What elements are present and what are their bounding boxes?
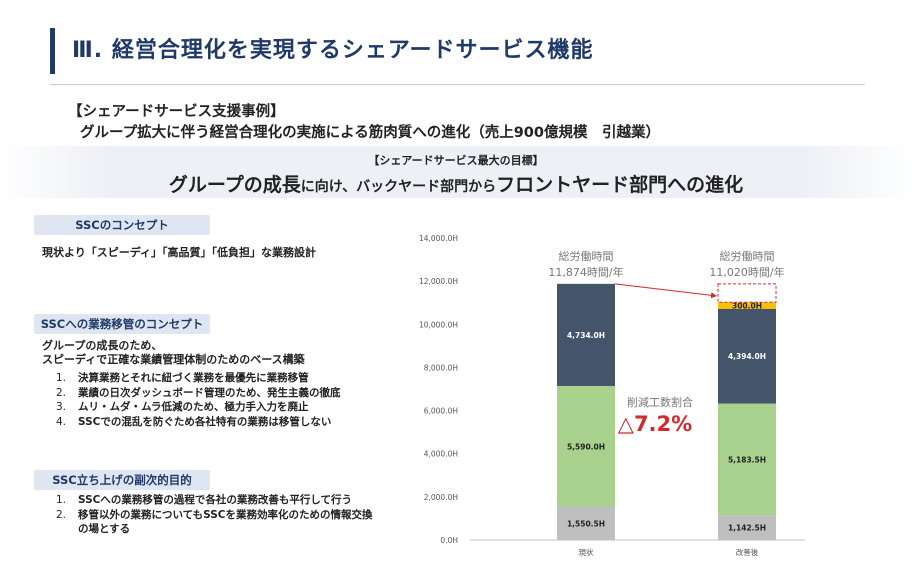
data-label: 5,183.5H (728, 455, 766, 464)
data-label: 300.0H (732, 302, 762, 311)
total-label: 総労働時間 (559, 249, 614, 263)
migration-list: 1. 決算業務とそれに紐づく業務を最優先に業務移管 2. 業績の日次ダッシュボード管… (56, 371, 341, 429)
concept-heading: SSCのコンセプト (34, 215, 210, 235)
goal-statement: グループの成長に向け、バックヤード部門からフロントヤード部門への進化 (0, 170, 912, 197)
data-label: 4,734.0H (567, 331, 605, 340)
goal-part1: グループの成長 (168, 174, 301, 196)
annotation-value: △7.2% (618, 412, 692, 436)
bar-segment (718, 308, 776, 404)
secondary-heading: SSC立ち上げの副次的目的 (34, 470, 210, 490)
x-tick-label: 現状 (579, 547, 594, 557)
total-label: 総労働時間 (720, 249, 775, 263)
goal-label: 【シェアードサービス最大の目標】 (368, 154, 544, 167)
y-tick-label: 0.0H (440, 536, 458, 545)
goal-part3: フロントヤード部門への進化 (496, 174, 744, 196)
concept-text: 現状より「スピーディ」「高品質」「低負担」な業務設計 (42, 246, 317, 259)
migration-line1: グループの成長のため、 (42, 339, 163, 352)
bar-segment (718, 403, 776, 516)
y-tick-label: 12,000.0H (419, 277, 458, 286)
annotation-label: 削減工数割合 (627, 395, 693, 409)
list-item: 4. SSCでの混乱を防ぐため各社特有の業務は移管しない (56, 415, 332, 428)
list-item: の場とする (78, 523, 131, 535)
x-tick-label: 改善後 (736, 547, 759, 557)
list-item: 3. ムリ・ムダ・ムラ低減のため、極力手入力を廃止 (56, 401, 309, 413)
data-label: 4,394.0H (728, 352, 766, 361)
bar-segment (718, 515, 776, 540)
migration-heading: SSCへの業務移管のコンセプト (34, 314, 210, 334)
goal-part2: に向け、バックヤード部門から (300, 179, 497, 195)
migration-line2: スピーディで正確な業績管理体制のためのベース構築 (42, 353, 305, 366)
y-tick-label: 14,000.0H (419, 234, 458, 243)
y-tick-label: 10,000.0H (419, 320, 458, 329)
list-item: 1. 決算業務とそれに紐づく業務を最優先に業務移管 (56, 372, 309, 384)
reduction-box (717, 283, 777, 303)
case-heading: 【シェアードサービス支援事例】 (68, 104, 285, 120)
title-divider (50, 84, 865, 85)
y-tick-label: 8,000.0H (424, 363, 458, 372)
y-tick-label: 6,000.0H (424, 407, 458, 416)
total-value: 11,020時間/年 (709, 265, 784, 279)
secondary-list: 1. SSCへの業務移管の過程で各社の業務改善も平行して行う 2. 移管以外の業務に… (56, 493, 373, 537)
data-label: 5,590.0H (567, 442, 605, 451)
bar-segment (557, 283, 615, 386)
labor-hours-chart: 0.0H 2,000.0H 4,000.0H 6,000.0H 8,000.0H 10,0… (419, 234, 805, 557)
goal-band (0, 146, 912, 198)
reduction-arrow (614, 283, 717, 299)
bar-segment (557, 385, 615, 507)
data-label: 1,550.5H (567, 519, 605, 528)
bar-segment (557, 506, 615, 540)
list-item: 2. 業績の日次ダッシュボード管理のため、発生主義の徹底 (56, 386, 341, 399)
page-title: Ⅲ. 経営合理化を実現するシェアードサービス機能 (72, 38, 594, 63)
list-item: 1. SSCへの業務移管の過程で各社の業務改善も平行して行う (56, 494, 353, 506)
data-label: 1,142.5H (728, 524, 766, 533)
case-subheading: グループ拡大に伴う経営合理化の実施による筋肉質への進化（売上900億規模 引越業… (80, 125, 660, 141)
y-tick-label: 2,000.0H (424, 493, 458, 502)
total-value: 11,874時間/年 (548, 265, 623, 279)
list-item: 2. 移管以外の業務についてもSSCを業務効率化のための情報交換 (56, 508, 373, 521)
bar-segment (718, 302, 776, 309)
y-tick-label: 4,000.0H (424, 450, 458, 459)
title-accent-bar (50, 28, 55, 74)
